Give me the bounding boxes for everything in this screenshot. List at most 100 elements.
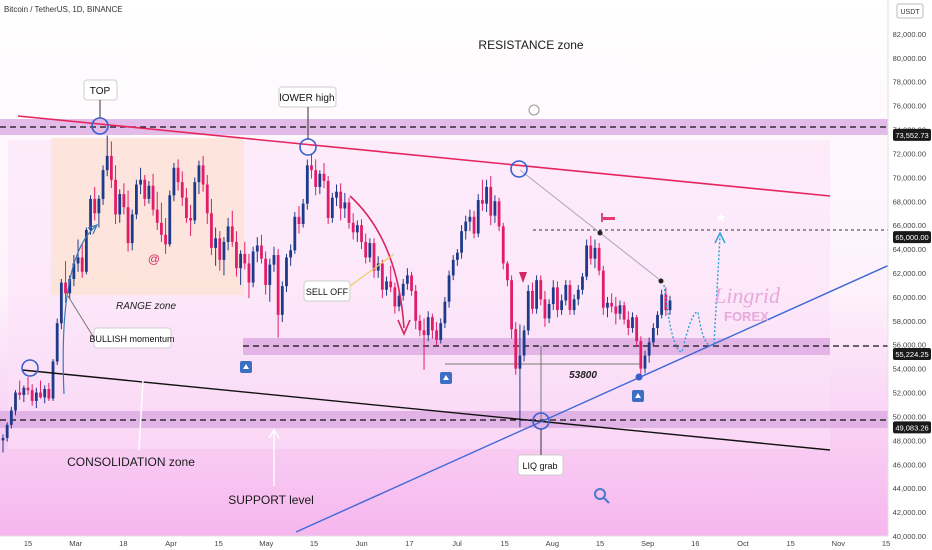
candle-body <box>59 282 63 324</box>
candle-body <box>322 173 326 181</box>
price-tag-box <box>893 421 931 434</box>
candle-body <box>572 299 576 311</box>
candle-body <box>210 213 213 248</box>
support-pointer-head <box>268 428 280 439</box>
candle-body <box>476 200 480 234</box>
candle-body <box>339 191 343 209</box>
candle-body <box>656 314 659 328</box>
range-zone-label: RANGE zone <box>116 301 176 312</box>
time-tick-label: 16 <box>691 539 699 548</box>
candle-body <box>268 264 272 285</box>
magnifier-icon[interactable] <box>594 488 606 500</box>
candle-body <box>130 214 134 244</box>
candle-body <box>97 198 101 214</box>
candle-body <box>314 170 318 187</box>
snail-icon: @ <box>148 252 160 266</box>
candle-body <box>368 243 372 258</box>
candle-body <box>122 194 126 208</box>
price-tag-box <box>893 348 931 361</box>
price-tag-label: 49,083.26 <box>895 423 928 432</box>
candle-body <box>222 241 226 260</box>
price-tag-label: 73,552.73 <box>895 131 928 140</box>
candle-body <box>506 263 509 281</box>
candle-body <box>393 287 397 307</box>
time-axis[interactable] <box>0 536 888 550</box>
candle-body <box>643 355 647 369</box>
candle-body <box>9 410 13 425</box>
candle-body <box>435 330 438 340</box>
candle-body <box>230 226 234 242</box>
resistance-zone-label: RESISTANCE zone <box>478 38 583 52</box>
currency-badge[interactable]: USDT <box>896 3 924 19</box>
start-circle-marker <box>21 359 39 377</box>
support-touch-dot <box>635 373 643 381</box>
time-tick-label: 15 <box>596 539 604 548</box>
candle-body <box>14 392 17 411</box>
price-axis[interactable] <box>888 0 932 550</box>
candle-body <box>318 173 322 187</box>
candle-body <box>593 247 597 259</box>
candle-body <box>76 257 80 264</box>
candle-body <box>285 257 288 287</box>
candle-body <box>455 252 459 260</box>
candle-body <box>497 201 501 227</box>
candle-body <box>405 275 409 284</box>
candle-body <box>280 286 284 315</box>
candle-body <box>414 290 418 321</box>
candle-body <box>89 198 92 230</box>
third-peak-circle-marker <box>510 160 528 178</box>
price-tick-label: 56,000.00 <box>893 341 926 350</box>
candle-body <box>180 182 184 198</box>
symbol-header: Bitcoin / TetherUS, 1D, BINANCE <box>4 5 123 14</box>
candle-body <box>501 226 505 264</box>
candle-body <box>143 179 147 199</box>
time-tick-label: Apr <box>165 539 177 548</box>
lower-high-callout: lOWER high <box>278 86 337 139</box>
forex-watermark-logo: FOREX <box>724 309 769 324</box>
price-tick-label: 78,000.00 <box>893 78 926 87</box>
candle-body <box>631 317 634 328</box>
candle-body <box>522 330 526 356</box>
candle-body <box>160 222 163 235</box>
range-zone-box <box>51 138 244 295</box>
price-tag-label: 65,000.00 <box>895 233 928 242</box>
up-arrow-badge <box>632 390 644 402</box>
candle-body <box>430 317 434 331</box>
candle-body <box>647 342 651 356</box>
candle-body <box>651 327 655 343</box>
time-tick-label: May <box>259 539 273 548</box>
lower-high-label: lOWER high <box>279 93 334 104</box>
price-tag-box <box>893 231 931 244</box>
candle-body <box>330 197 334 219</box>
candle-body <box>34 392 38 401</box>
time-tick-label: 15 <box>214 539 222 548</box>
price-tag-box <box>893 128 931 141</box>
candle-body <box>235 241 238 269</box>
candle-body <box>464 221 468 232</box>
price-tick-label: 54,000.00 <box>893 365 926 374</box>
price-tick-label: 40,000.00 <box>893 532 926 541</box>
event-marker-icon <box>528 104 540 116</box>
price-tick-label: 42,000.00 <box>893 508 926 517</box>
candle-body <box>626 319 630 328</box>
sell-off-callout: SELL OFF <box>303 253 395 302</box>
candle-body <box>168 195 172 245</box>
candle-body <box>68 278 72 294</box>
candle-body <box>401 283 405 296</box>
support-level-label: SUPPORT level <box>228 493 314 507</box>
candle-body <box>105 155 109 171</box>
candle-body <box>301 203 305 224</box>
time-tick-label: 17 <box>405 539 413 548</box>
price-tick-label: 58,000.00 <box>893 317 926 326</box>
flag-marker <box>601 213 615 222</box>
candle-body <box>668 300 672 311</box>
candle-body <box>247 263 251 283</box>
candle-body <box>556 287 559 311</box>
candle-body <box>385 281 388 290</box>
price-tick-label: 68,000.00 <box>893 197 926 206</box>
candle-body <box>485 186 488 204</box>
candle-body <box>226 226 230 242</box>
time-tick-label: 15 <box>786 539 794 548</box>
candle-body <box>568 284 572 311</box>
